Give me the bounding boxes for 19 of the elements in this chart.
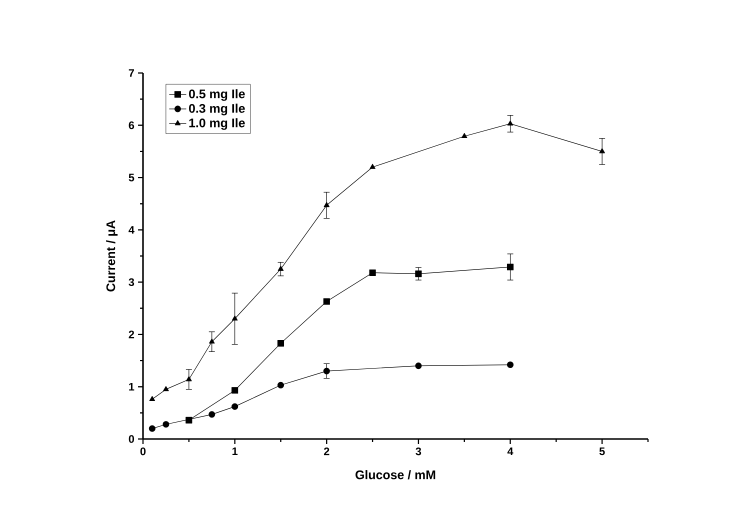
x-tick-label: 5 [599, 448, 605, 456]
y-tick-label: 5 [128, 174, 134, 182]
y-tick-label: 1 [129, 382, 134, 390]
y-tick-label: 6 [128, 121, 134, 130]
x-axis-title: Glucose / mM [356, 470, 436, 480]
x-tick-label: 4 [507, 448, 514, 456]
y-tick-label: 3 [128, 278, 134, 286]
y-tick-label: 2 [128, 330, 134, 338]
y-tick-label: 4 [128, 226, 134, 234]
x-tick-label: 3 [416, 448, 422, 456]
legend-label: 1.0 mg Ile [189, 118, 245, 130]
x-tick-label: 1 [232, 448, 238, 456]
x-tick-label: 0 [140, 448, 146, 456]
legend-label: 0.5 mg Ile [189, 89, 245, 101]
x-tick-label: 2 [324, 448, 330, 456]
y-tick-label: 0 [128, 435, 134, 443]
y-axis-title: Current / μA [106, 220, 118, 292]
y-tick-label: 7 [128, 69, 134, 77]
legend-label: 0.3 mg Ile [189, 104, 245, 116]
